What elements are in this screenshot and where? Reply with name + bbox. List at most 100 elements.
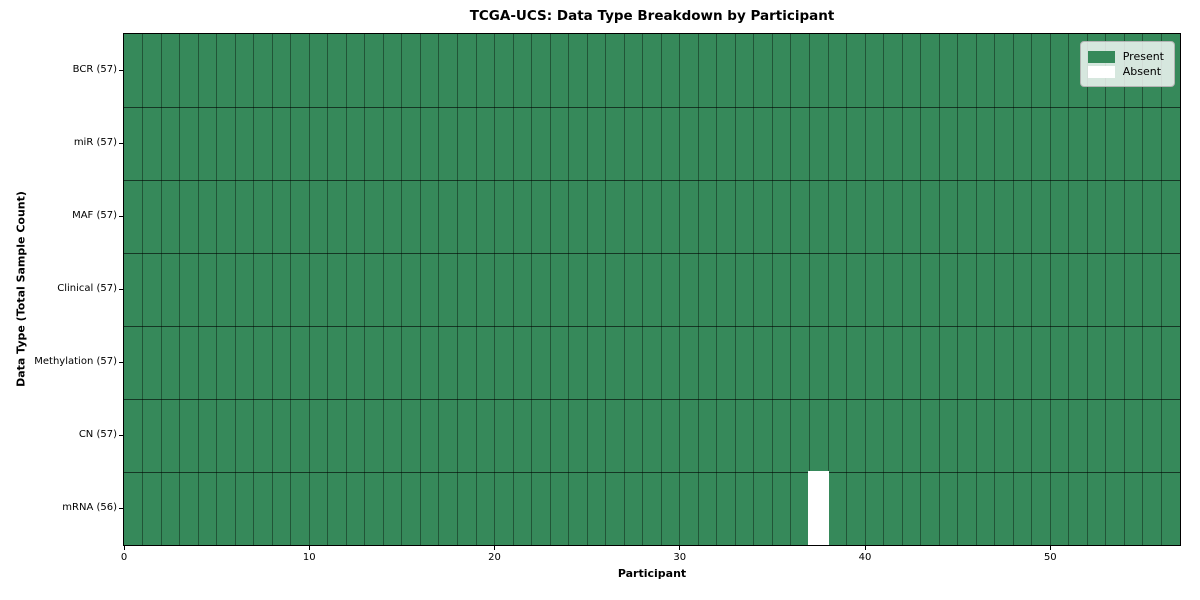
- row-border-horizontal: [124, 106, 1180, 108]
- y-tick-label: mRNA (56): [62, 502, 117, 513]
- legend-label-absent: Absent: [1122, 65, 1162, 78]
- x-tick-label: 50: [1043, 552, 1057, 563]
- cell-border-vertical: [1142, 34, 1144, 545]
- cell-border-vertical: [642, 34, 644, 545]
- cell-border-vertical: [697, 34, 699, 545]
- cell-border-vertical: [1012, 34, 1014, 545]
- cell-border-vertical: [531, 34, 533, 545]
- y-tick-mark: [119, 508, 123, 509]
- y-tick-label: Clinical (57): [57, 283, 117, 294]
- absent-cell: [808, 471, 829, 545]
- y-tick-mark: [119, 435, 123, 436]
- cell-border-vertical: [1049, 34, 1051, 545]
- legend: Present Absent: [1079, 41, 1175, 87]
- cell-border-vertical: [401, 34, 403, 545]
- cell-border-vertical: [1068, 34, 1070, 545]
- cell-border-vertical: [142, 34, 144, 545]
- x-tick-label: 20: [488, 552, 501, 563]
- cell-border-vertical: [827, 34, 829, 545]
- cell-border-vertical: [364, 34, 366, 545]
- chart-title: TCGA-UCS: Data Type Breakdown by Partici…: [469, 8, 835, 24]
- cell-border-vertical: [197, 34, 199, 545]
- y-tick-label: CN (57): [78, 429, 117, 440]
- row-border-horizontal: [124, 471, 1180, 473]
- x-tick-mark: [494, 546, 496, 550]
- cell-border-vertical: [290, 34, 292, 545]
- row-border-horizontal: [124, 179, 1180, 181]
- y-tick-mark: [119, 289, 123, 290]
- cell-border-vertical: [938, 34, 940, 545]
- plot-area: Present Absent: [123, 33, 1181, 546]
- cell-border-vertical: [975, 34, 977, 545]
- cell-border-vertical: [605, 34, 607, 545]
- cell-border-vertical: [1123, 34, 1125, 545]
- cell-border-vertical: [475, 34, 477, 545]
- absent-swatch: [1087, 65, 1115, 78]
- row-border-horizontal: [124, 252, 1180, 254]
- cell-border-vertical: [1105, 34, 1107, 545]
- cell-border-vertical: [568, 34, 570, 545]
- cell-border-vertical: [345, 34, 347, 545]
- row-border-horizontal: [124, 398, 1180, 400]
- x-tick-mark: [679, 546, 681, 550]
- x-axis-label: Participant: [617, 567, 687, 580]
- y-tick-label: BCR (57): [72, 64, 117, 75]
- y-tick-label: MAF (57): [72, 210, 117, 221]
- cell-border-vertical: [901, 34, 903, 545]
- cell-border-vertical: [957, 34, 959, 545]
- cell-border-vertical: [1086, 34, 1088, 545]
- cell-border-vertical: [253, 34, 255, 545]
- y-tick-mark: [119, 70, 123, 71]
- x-tick-mark: [123, 546, 125, 550]
- x-tick-label: 0: [120, 552, 128, 563]
- cell-border-vertical: [494, 34, 496, 545]
- cell-border-vertical: [234, 34, 236, 545]
- legend-label-present: Present: [1122, 50, 1164, 63]
- x-tick-mark: [864, 546, 866, 550]
- cell-border-vertical: [1031, 34, 1033, 545]
- cell-border-vertical: [1160, 34, 1162, 545]
- cell-border-vertical: [308, 34, 310, 545]
- cell-border-vertical: [753, 34, 755, 545]
- cell-border-vertical: [160, 34, 162, 545]
- cell-border-vertical: [716, 34, 718, 545]
- cell-border-vertical: [660, 34, 662, 545]
- x-tick-mark: [308, 546, 310, 550]
- x-tick-label: 40: [858, 552, 872, 563]
- cell-border-vertical: [808, 34, 810, 545]
- cell-border-vertical: [771, 34, 773, 545]
- cell-border-vertical: [382, 34, 384, 545]
- cell-border-vertical: [623, 34, 625, 545]
- cell-border-vertical: [846, 34, 848, 545]
- y-tick-mark: [119, 216, 123, 217]
- cell-border-vertical: [883, 34, 885, 545]
- x-tick-label: 30: [673, 552, 687, 563]
- legend-item-absent: Absent: [1087, 65, 1164, 78]
- y-tick-mark: [119, 362, 123, 363]
- cell-border-vertical: [586, 34, 588, 545]
- cell-border-vertical: [456, 34, 458, 545]
- cell-border-vertical: [419, 34, 421, 545]
- cell-border-vertical: [512, 34, 514, 545]
- y-tick-label: Methylation (57): [34, 356, 117, 367]
- cell-border-vertical: [271, 34, 273, 545]
- y-tick-mark: [119, 143, 123, 144]
- cell-border-vertical: [179, 34, 181, 545]
- y-tick-label: miR (57): [73, 137, 117, 148]
- row-border-horizontal: [124, 325, 1180, 327]
- cell-border-vertical: [549, 34, 551, 545]
- cell-border-vertical: [790, 34, 792, 545]
- legend-item-present: Present: [1087, 50, 1164, 63]
- x-tick-label: 10: [302, 552, 316, 563]
- cell-border-vertical: [679, 34, 681, 545]
- cell-border-vertical: [734, 34, 736, 545]
- cell-border-vertical: [920, 34, 922, 545]
- cell-border-vertical: [327, 34, 329, 545]
- present-swatch: [1087, 50, 1115, 63]
- cell-border-vertical: [438, 34, 440, 545]
- cell-border-vertical: [994, 34, 996, 545]
- cell-border-vertical: [864, 34, 866, 545]
- x-tick-mark: [1049, 546, 1051, 550]
- cell-border-vertical: [216, 34, 218, 545]
